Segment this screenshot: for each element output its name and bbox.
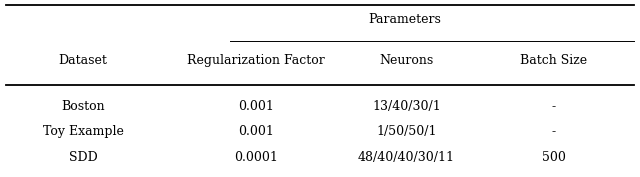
Text: -: - [552, 100, 556, 113]
Text: Regularization Factor: Regularization Factor [187, 54, 325, 67]
Text: 48/40/40/30/11: 48/40/40/30/11 [358, 151, 455, 164]
Text: Parameters: Parameters [369, 13, 441, 26]
Text: 500: 500 [541, 151, 566, 164]
Text: -: - [552, 125, 556, 138]
Text: 13/40/30/1: 13/40/30/1 [372, 100, 441, 113]
Text: Dataset: Dataset [59, 54, 108, 67]
Text: 0.001: 0.001 [238, 125, 274, 138]
Text: 1/50/50/1: 1/50/50/1 [376, 125, 436, 138]
Text: Toy Example: Toy Example [43, 125, 124, 138]
Text: 0.0001: 0.0001 [234, 151, 278, 164]
Text: Neurons: Neurons [380, 54, 433, 67]
Text: SDD: SDD [69, 151, 97, 164]
Text: Boston: Boston [61, 100, 105, 113]
Text: Batch Size: Batch Size [520, 54, 587, 67]
Text: 0.001: 0.001 [238, 100, 274, 113]
